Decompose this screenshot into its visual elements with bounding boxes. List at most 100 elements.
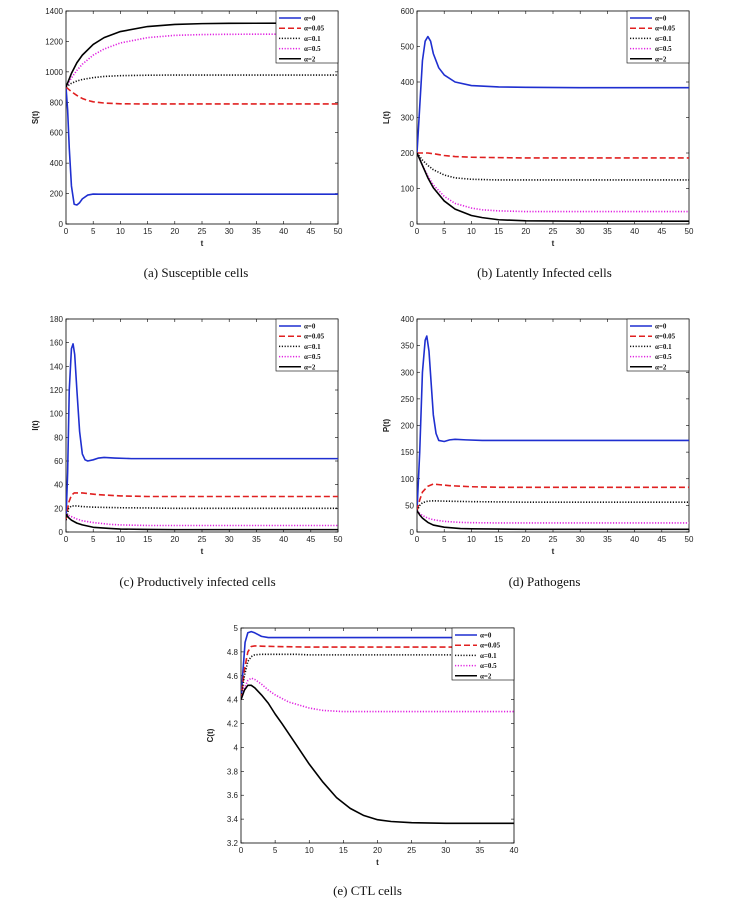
y-tick-label: 140 [50, 362, 64, 371]
x-tick-label: 35 [252, 535, 261, 544]
x-tick-label: 5 [91, 227, 96, 236]
legend-label-5: α=2 [304, 55, 316, 63]
series-line-3 [417, 500, 689, 512]
y-tick-label: 180 [50, 315, 64, 324]
x-tick-label: 30 [441, 846, 450, 855]
x-tick-label: 50 [334, 535, 343, 544]
y-tick-label: 400 [50, 159, 64, 168]
y-tick-label: 0 [59, 528, 64, 537]
x-tick-label: 45 [306, 227, 315, 236]
legend-label-2: α=0.05 [304, 333, 325, 341]
series-line-2 [66, 86, 338, 105]
panel-b: 0 5 10 15 20 25 30 35 40 45 50 0 100 200 300 400 500 600 t… [372, 0, 745, 285]
series-line-4 [66, 513, 338, 527]
legend: α=0 α=0.05 α=0.1 α=0.5 α=2 [626, 10, 690, 64]
series-line-5 [417, 510, 689, 531]
series-line-5 [66, 22, 338, 88]
x-tick-label: 50 [334, 227, 343, 236]
y-tick-label: 3.8 [227, 767, 239, 776]
y-axis-label: S(t) [31, 111, 40, 125]
y-tick-label: 1000 [45, 68, 63, 77]
y-tick-label: 500 [401, 43, 415, 52]
y-tick-label: 200 [50, 190, 64, 199]
x-tick-label: 20 [170, 227, 179, 236]
y-tick-label: 50 [405, 501, 414, 510]
y-tick-label: 4 [234, 743, 239, 752]
x-tick-label: 40 [279, 227, 288, 236]
panel-d: 0 5 10 15 20 25 30 35 40 45 50 0 50 100 150 200 250 300 35… [372, 308, 745, 598]
y-tick-label: 300 [401, 114, 415, 123]
series-line-3 [66, 505, 338, 521]
legend-label-1: α=0 [480, 632, 492, 640]
x-tick-label: 25 [549, 535, 558, 544]
x-tick-label: 35 [475, 846, 484, 855]
caption-c: (c) Productively infected cells [119, 574, 276, 589]
chart-a: 0 5 10 15 20 25 30 35 40 45 50 0 200 400 600 800 1000 120… [31, 7, 343, 248]
x-tick-label: 20 [521, 535, 530, 544]
y-tick-label: 3.2 [227, 839, 239, 848]
x-tick-label: 10 [467, 227, 476, 236]
panel-e: 0 5 10 15 20 25 30 35 40 3.2 3.4 3.6 3.8 4 4.2 4.4 4.6 4.… [180, 616, 550, 902]
series-line-2 [66, 492, 338, 521]
legend-label-4: α=0.5 [655, 45, 672, 53]
legend-label-3: α=0.1 [480, 652, 497, 660]
y-tick-label: 80 [54, 433, 63, 442]
x-tick-label: 50 [685, 535, 694, 544]
series-line-3 [66, 74, 338, 88]
x-tick-label: 40 [510, 846, 519, 855]
y-tick-label: 600 [401, 7, 415, 16]
y-tick-label: 0 [410, 528, 415, 537]
legend-label-3: α=0.1 [655, 343, 672, 351]
y-axis-label: L(t) [382, 111, 391, 124]
y-tick-label: 0 [59, 220, 64, 229]
legend-label-3: α=0.1 [304, 343, 321, 351]
x-tick-label: 10 [116, 535, 125, 544]
legend-label-2: α=0.05 [655, 25, 676, 33]
y-tick-label: 40 [54, 481, 63, 490]
x-tick-label: 35 [603, 227, 612, 236]
y-tick-label: 4.8 [227, 648, 239, 657]
x-tick-label: 25 [407, 846, 416, 855]
y-tick-label: 400 [401, 315, 415, 324]
y-tick-label: 3.6 [227, 791, 239, 800]
series-line-4 [66, 33, 338, 88]
x-tick-label: 0 [64, 227, 69, 236]
y-tick-label: 200 [401, 422, 415, 431]
series-line-5 [241, 684, 514, 825]
legend-label-2: α=0.05 [655, 333, 676, 341]
series-line-2 [241, 645, 514, 700]
series-line-1 [417, 335, 689, 511]
x-tick-label: 45 [657, 227, 666, 236]
y-tick-label: 5 [234, 624, 239, 633]
x-tick-label: 40 [630, 535, 639, 544]
x-tick-label: 15 [494, 227, 503, 236]
caption-e: (e) CTL cells [333, 883, 402, 898]
y-tick-label: 800 [50, 98, 64, 107]
x-tick-label: 25 [549, 227, 558, 236]
legend-label-1: α=0 [655, 323, 667, 331]
series-line-2 [417, 152, 689, 159]
x-tick-label: 20 [373, 846, 382, 855]
x-axis-label: t [201, 239, 204, 248]
y-tick-label: 60 [54, 457, 63, 466]
series-line-1 [66, 87, 338, 206]
legend-box [275, 10, 339, 64]
legend-label-4: α=0.5 [655, 353, 672, 361]
series-line-5 [66, 513, 338, 531]
y-tick-label: 120 [50, 386, 64, 395]
x-tick-label: 10 [116, 227, 125, 236]
series-line-4 [241, 677, 514, 713]
y-tick-label: 100 [401, 475, 415, 484]
y-tick-label: 400 [401, 78, 415, 87]
x-tick-label: 45 [306, 535, 315, 544]
y-axis-label: P(t) [382, 419, 391, 433]
legend: α=0 α=0.05 α=0.1 α=0.5 α=2 [451, 627, 515, 681]
x-tick-label: 25 [198, 227, 207, 236]
series-line-2 [417, 483, 689, 511]
y-tick-label: 4.6 [227, 672, 239, 681]
x-tick-label: 5 [442, 227, 447, 236]
x-tick-label: 15 [143, 535, 152, 544]
y-tick-label: 0 [410, 220, 415, 229]
x-axis-label: t [552, 239, 555, 248]
y-tick-label: 1400 [45, 7, 63, 16]
